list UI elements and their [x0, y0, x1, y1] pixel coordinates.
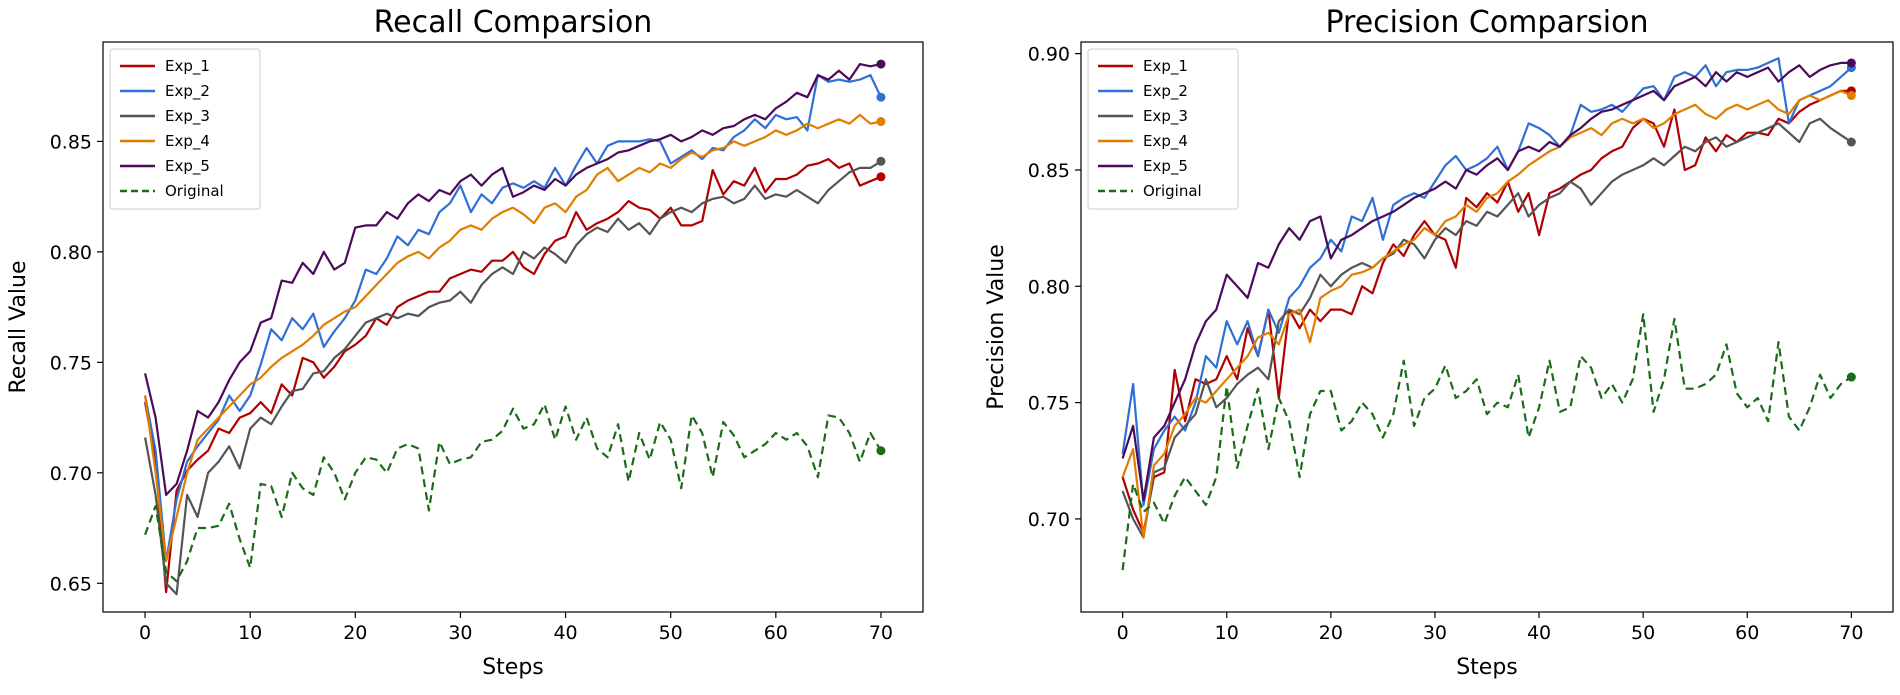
precision-series-exp-5-end-marker	[1846, 58, 1856, 68]
recall-plot-frame	[102, 41, 924, 613]
recall-series-exp-2-end-marker	[876, 92, 886, 102]
precision-y-tick-label: 0.80	[1028, 276, 1070, 298]
precision-y-tick-label: 0.70	[1028, 509, 1070, 531]
recall-legend-label: Exp_3	[165, 107, 210, 126]
precision-x-tick-label: 0	[1117, 622, 1129, 644]
precision-y-tick-label: 0.75	[1028, 393, 1070, 415]
recall-series-exp-5-line	[144, 62, 882, 496]
recall-series-exp-3-end-marker	[876, 156, 886, 166]
precision-series-exp-4-end-marker	[1846, 91, 1856, 101]
precision-legend-label: Exp_4	[1143, 132, 1188, 151]
recall-legend-label: Exp_4	[165, 132, 210, 151]
precision-series-original-end-marker	[1846, 372, 1856, 382]
precision-legend-box	[1087, 48, 1239, 210]
precision-legend-label: Exp_5	[1143, 157, 1188, 176]
precision-x-tick-label: 30	[1423, 622, 1447, 644]
precision-x-tick-label: 50	[1631, 622, 1655, 644]
precision-series-exp-2-line	[1121, 57, 1853, 507]
recall-legend-label: Exp_2	[165, 82, 210, 101]
recall-y-tick-label: 0.85	[50, 131, 92, 153]
precision-legend-label: Original	[1143, 182, 1202, 200]
precision-y-axis-label: Precision Value	[984, 244, 1009, 410]
precision-x-tick-label: 20	[1319, 622, 1343, 644]
recall-chart: Recall Comparsion 0 10 20 30 40 50 60 70 0.65 0.70…	[6, 5, 924, 680]
recall-x-tick-label: 30	[448, 622, 472, 644]
recall-y-tick-label: 0.80	[50, 242, 92, 264]
recall-x-tick-label: 70	[869, 622, 893, 644]
recall-legend-label: Original	[165, 182, 224, 200]
recall-x-tick-label: 60	[764, 622, 788, 644]
recall-legend: Exp_1 Exp_2 Exp_3 Exp_4 Exp_5 Original	[109, 48, 261, 210]
precision-plot-frame	[1080, 41, 1894, 613]
precision-series-exp-5-line	[1121, 61, 1852, 502]
precision-series-exp-1-line	[1121, 89, 1852, 535]
precision-x-axis-label: Steps	[1456, 655, 1518, 680]
recall-series-exp-1-end-marker	[876, 172, 886, 182]
precision-y-tick-label: 0.90	[1028, 44, 1070, 66]
recall-series-exp-5-end-marker	[876, 59, 886, 69]
precision-y-tick-label: 0.85	[1028, 160, 1070, 182]
recall-x-tick-label: 50	[659, 622, 683, 644]
recall-series-original-line	[144, 403, 882, 583]
recall-x-tick-label: 10	[238, 622, 262, 644]
precision-x-tick-label: 10	[1215, 622, 1239, 644]
precision-x-tick-label: 40	[1527, 622, 1551, 644]
precision-legend: Exp_1 Exp_2 Exp_3 Exp_4 Exp_5 Original	[1087, 48, 1239, 210]
precision-x-tick-label: 70	[1839, 622, 1863, 644]
recall-legend-label: Exp_5	[165, 157, 210, 176]
recall-y-tick-label: 0.75	[50, 352, 92, 374]
recall-series-original-end-marker	[876, 446, 886, 456]
recall-y-tick-label: 0.65	[50, 573, 92, 595]
precision-chart-title: Precision Comparsion	[1325, 5, 1648, 40]
precision-series-exp-3-line	[1121, 117, 1853, 539]
recall-series-group	[144, 62, 882, 596]
precision-series-original-line	[1121, 313, 1853, 571]
precision-series-exp-4-line	[1121, 89, 1852, 539]
recall-series-exp-4-line	[144, 113, 882, 563]
recall-legend-box	[109, 48, 261, 210]
recall-series-exp-3-line	[144, 160, 882, 596]
recall-legend-label: Exp_1	[165, 57, 210, 76]
precision-legend-label: Exp_3	[1143, 107, 1188, 126]
recall-x-tick-label: 40	[553, 622, 577, 644]
precision-chart: Precision Comparsion 0 10 20 30 40 50 60 70 0.70 0…	[984, 5, 1894, 680]
recall-x-axis-label: Steps	[482, 655, 544, 680]
precision-series-group	[1121, 57, 1853, 571]
recall-y-tick-label: 0.70	[50, 463, 92, 485]
precision-legend-label: Exp_1	[1143, 57, 1188, 76]
recall-y-axis-label: Recall Value	[6, 260, 31, 393]
recall-chart-title: Recall Comparsion	[374, 5, 653, 40]
precision-series-exp-3-end-marker	[1846, 137, 1856, 147]
recall-x-tick-label: 0	[139, 622, 151, 644]
recall-series-exp-1-line	[144, 158, 882, 594]
recall-x-tick-label: 20	[343, 622, 367, 644]
precision-x-tick-label: 60	[1735, 622, 1759, 644]
precision-legend-label: Exp_2	[1143, 82, 1188, 101]
recall-series-exp-2-line	[144, 73, 882, 563]
recall-series-exp-4-end-marker	[876, 117, 886, 127]
